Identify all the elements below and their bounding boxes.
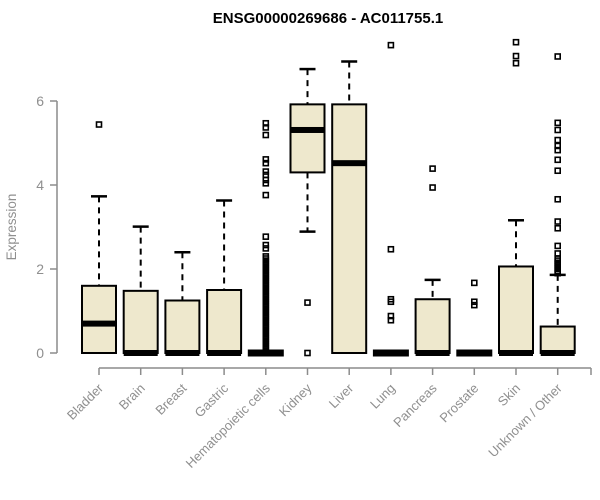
outlier-point bbox=[512, 59, 520, 67]
boxplot-pancreas bbox=[414, 165, 451, 356]
x-category-label: Lung bbox=[367, 381, 398, 412]
median-line bbox=[499, 350, 533, 356]
outlier-point bbox=[429, 165, 436, 172]
iqr-box bbox=[164, 299, 201, 354]
outlier-point bbox=[470, 279, 478, 287]
y-tick-label: 4 bbox=[36, 177, 44, 193]
iqr-box bbox=[122, 289, 159, 354]
outlier-point bbox=[262, 245, 270, 252]
iqr-box bbox=[539, 325, 576, 355]
outlier-point bbox=[554, 146, 562, 154]
outlier-point bbox=[262, 180, 270, 187]
boxplot-gastric bbox=[206, 199, 243, 356]
boxplot-lung bbox=[372, 41, 409, 357]
outlier-point bbox=[554, 242, 562, 250]
iqr-box bbox=[414, 298, 451, 354]
outlier-point bbox=[387, 245, 395, 253]
y-tick-label: 2 bbox=[36, 261, 44, 277]
outlier-point bbox=[387, 312, 395, 320]
outlier-point bbox=[554, 126, 562, 134]
x-category-label: Prostate bbox=[437, 381, 482, 426]
outlier-point bbox=[554, 218, 562, 225]
iqr-box bbox=[81, 284, 117, 354]
outlier-point bbox=[262, 131, 270, 139]
boxplot-hematopoietic-cells bbox=[247, 119, 284, 357]
outlier-point bbox=[554, 136, 562, 144]
outlier-point bbox=[304, 299, 311, 306]
outlier-point bbox=[470, 298, 478, 306]
outlier-point bbox=[262, 124, 270, 131]
iqr-box bbox=[498, 265, 534, 355]
median-line bbox=[207, 350, 242, 356]
boxplot-bladder bbox=[81, 121, 117, 354]
outlier-point bbox=[262, 168, 270, 175]
outlier-point bbox=[387, 295, 395, 303]
outlier-point bbox=[470, 301, 478, 309]
iqr-box bbox=[289, 103, 326, 174]
collapsed-box bbox=[372, 349, 409, 357]
outlier-point bbox=[512, 38, 520, 46]
boxplot-kidney bbox=[289, 67, 326, 357]
x-category-label: Liver bbox=[326, 380, 357, 411]
x-category-label: Brain bbox=[116, 381, 148, 413]
outlier-point bbox=[554, 195, 562, 203]
x-category-label: Bladder bbox=[64, 380, 107, 423]
outlier-point bbox=[262, 233, 270, 240]
outlier-point bbox=[262, 159, 270, 167]
outlier-point bbox=[387, 41, 395, 49]
x-category-label: Kidney bbox=[276, 380, 315, 419]
iqr-box bbox=[206, 289, 243, 354]
boxplot-skin bbox=[498, 38, 534, 356]
outlier-point bbox=[554, 224, 562, 232]
x-category-label: Pancreas bbox=[390, 380, 440, 430]
x-category-label: Skin bbox=[495, 381, 523, 409]
median-line bbox=[415, 350, 450, 356]
median-line bbox=[82, 320, 116, 327]
outlier-point bbox=[262, 191, 270, 199]
outlier-point bbox=[262, 171, 270, 179]
outlier-point bbox=[304, 349, 311, 357]
y-tick-label: 0 bbox=[36, 345, 44, 361]
iqr-box bbox=[331, 103, 368, 354]
boxplot-liver bbox=[331, 60, 368, 354]
outlier-point bbox=[262, 119, 270, 127]
median-line bbox=[540, 350, 575, 356]
y-axis-label: Expression bbox=[4, 194, 19, 261]
outlier-point bbox=[262, 253, 270, 260]
boxplot-series bbox=[81, 38, 576, 357]
median-line bbox=[123, 350, 158, 356]
median-line bbox=[332, 160, 367, 167]
outlier-point bbox=[387, 316, 395, 324]
outlier-point bbox=[262, 156, 270, 163]
outlier-point bbox=[554, 156, 562, 164]
boxplot-brain bbox=[122, 225, 159, 356]
outlier-point bbox=[262, 241, 270, 249]
boxplot-unknown-other bbox=[539, 53, 576, 356]
boxplot-prostate bbox=[456, 279, 493, 357]
collapsed-box bbox=[456, 349, 493, 357]
x-category-label: Breast bbox=[152, 380, 189, 417]
y-tick-label: 6 bbox=[36, 93, 44, 109]
outlier-point bbox=[429, 184, 436, 191]
chart-title: ENSG00000269686 - AC011755.1 bbox=[213, 10, 443, 27]
x-category-label: Gastric bbox=[192, 380, 232, 420]
outlier-point bbox=[554, 142, 562, 150]
median-line bbox=[290, 126, 325, 133]
x-category-label: Unknown / Other bbox=[485, 380, 565, 460]
median-line bbox=[165, 350, 200, 356]
outlier-point bbox=[554, 119, 562, 127]
outlier-point bbox=[554, 53, 562, 60]
boxplot-breast bbox=[164, 250, 201, 356]
outlier-point bbox=[554, 167, 562, 175]
outlier-point bbox=[554, 250, 562, 257]
outlier-point bbox=[95, 121, 103, 128]
outlier-point bbox=[512, 52, 520, 60]
